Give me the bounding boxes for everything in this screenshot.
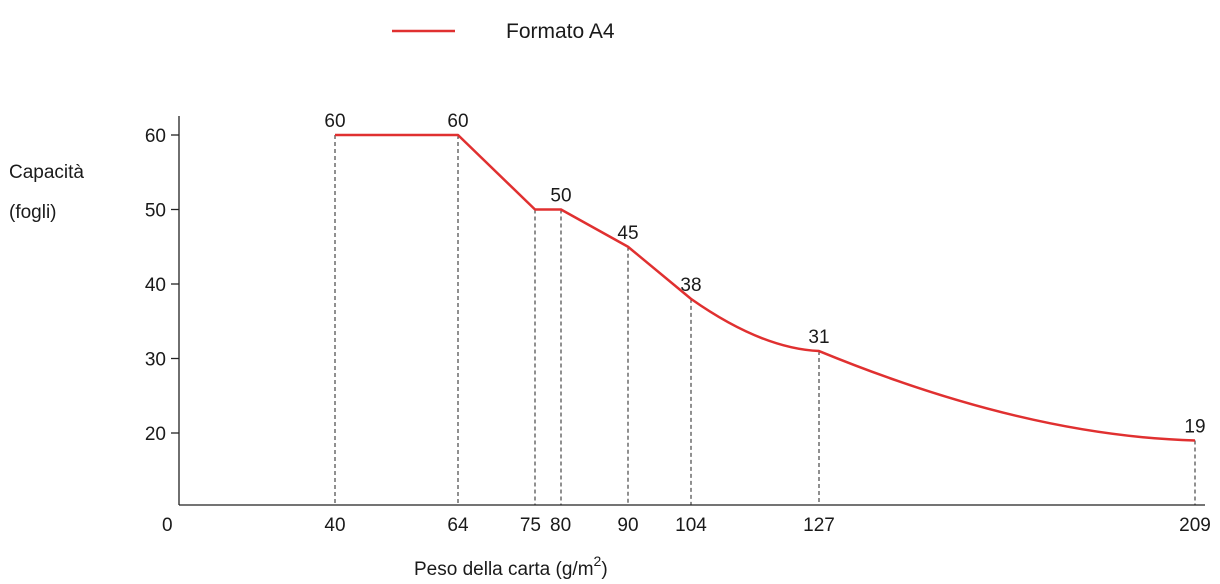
data-label: 45: [617, 223, 638, 244]
x-ticks-group: 40 64 75 80 90 104 127 209: [324, 515, 1210, 536]
data-label: 60: [324, 111, 345, 132]
x-tick-label: 75: [520, 515, 541, 536]
data-label: 31: [808, 327, 829, 348]
drop-lines-group: [334, 135, 1196, 505]
x-axis-label-main: Peso della carta (g/m: [414, 559, 594, 580]
x-axis-label-sup: 2: [594, 553, 602, 569]
data-label: 19: [1184, 416, 1205, 437]
y-axis-label-line1: Capacità: [9, 162, 84, 183]
series-group: [334, 133, 1196, 442]
y-tick-label: 50: [145, 201, 166, 222]
y-tick-label: 20: [145, 424, 166, 445]
data-label: 50: [550, 186, 571, 207]
data-labels-group: 60 60 50 45 38 31 19: [324, 111, 1205, 437]
x-tick-label: 127: [803, 515, 835, 536]
y-tick-label: 60: [145, 126, 166, 147]
legend-label: Formato A4: [506, 20, 615, 43]
y-origin-label: 0: [162, 515, 173, 536]
x-tick-label: 80: [550, 515, 571, 536]
y-axis-label-line2: (fogli): [9, 202, 57, 223]
series-line-formato-a4: [335, 133, 1196, 442]
data-label: 38: [680, 275, 701, 296]
x-tick-label: 40: [324, 515, 345, 536]
x-axis-label-suffix: ): [601, 559, 607, 580]
data-label: 60: [447, 111, 468, 132]
x-tick-label: 64: [447, 515, 469, 536]
y-ticks-group: 20 30 40 50 60: [145, 126, 179, 445]
x-tick-label: 209: [1179, 515, 1211, 536]
x-tick-label: 90: [617, 515, 638, 536]
x-axis-label: Peso della carta (g/m2): [414, 553, 608, 580]
y-tick-label: 40: [145, 275, 166, 296]
y-tick-label: 30: [145, 350, 166, 371]
x-tick-label: 104: [675, 515, 707, 536]
